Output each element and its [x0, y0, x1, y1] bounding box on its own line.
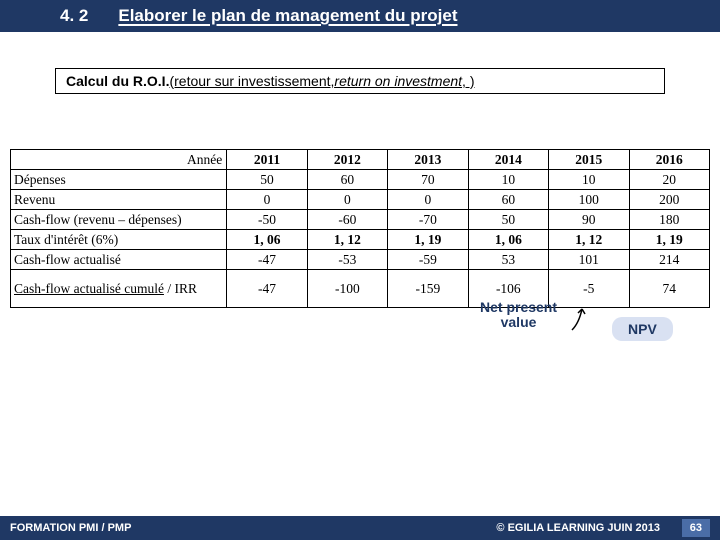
- arrow-icon: [568, 303, 590, 333]
- table-row: Cash-flow (revenu – dépenses)-50-60-7050…: [11, 210, 710, 230]
- row-label: Cash-flow (revenu – dépenses): [11, 210, 227, 230]
- cell: 214: [629, 250, 710, 270]
- table-row: Revenu00060100200: [11, 190, 710, 210]
- cell: 101: [549, 250, 629, 270]
- cell: 0: [307, 190, 387, 210]
- subtitle-italic: return on investment: [334, 73, 462, 89]
- row-label: Dépenses: [11, 170, 227, 190]
- cell: 200: [629, 190, 710, 210]
- cell: 20: [629, 170, 710, 190]
- cell: -5: [549, 270, 629, 308]
- row-label: Cash-flow actualisé: [11, 250, 227, 270]
- cell: -159: [388, 270, 468, 308]
- cell: -53: [307, 250, 387, 270]
- cell: -100: [307, 270, 387, 308]
- npv-line2: value: [480, 315, 557, 330]
- cell: 100: [549, 190, 629, 210]
- table-row: Cash-flow actualisé-47-53-5953101214: [11, 250, 710, 270]
- cell: 1, 06: [227, 230, 307, 250]
- cell: 60: [307, 170, 387, 190]
- cell: -60: [307, 210, 387, 230]
- cell: 0: [388, 190, 468, 210]
- cell: 10: [549, 170, 629, 190]
- table-row: Taux d'intérêt (6%)1, 061, 121, 191, 061…: [11, 230, 710, 250]
- cell: 180: [629, 210, 710, 230]
- cell: 1, 12: [307, 230, 387, 250]
- cell: -47: [227, 250, 307, 270]
- section-number: 4. 2: [60, 6, 88, 26]
- cell: -50: [227, 210, 307, 230]
- cell: 60: [468, 190, 548, 210]
- corner-cell: Année: [11, 150, 227, 170]
- npv-badge: NPV: [612, 317, 673, 341]
- subtitle-bold: Calcul du R.O.I.: [66, 73, 169, 89]
- year-col: 2016: [629, 150, 710, 170]
- year-col: 2013: [388, 150, 468, 170]
- cell: 1, 06: [468, 230, 548, 250]
- cell: 53: [468, 250, 548, 270]
- cell: 10: [468, 170, 548, 190]
- year-col: 2015: [549, 150, 629, 170]
- footer-bar: FORMATION PMI / PMP © EGILIA LEARNING JU…: [0, 516, 720, 540]
- cell: 1, 19: [629, 230, 710, 250]
- subtitle-end: , ): [462, 73, 474, 89]
- row-label: Revenu: [11, 190, 227, 210]
- roi-table: Année 2011 2012 2013 2014 2015 2016 Dépe…: [10, 149, 710, 308]
- subtitle-mid: (retour sur investissement,: [169, 73, 334, 89]
- cell: 74: [629, 270, 710, 308]
- slide-title: Elaborer le plan de management du projet: [118, 6, 457, 26]
- cell: 50: [227, 170, 307, 190]
- cell: 70: [388, 170, 468, 190]
- footer-copyright: © EGILIA LEARNING JUIN 2013: [496, 522, 660, 534]
- cell: -47: [227, 270, 307, 308]
- row-label: Taux d'intérêt (6%): [11, 230, 227, 250]
- cell: 1, 19: [388, 230, 468, 250]
- table-row: Cash-flow actualisé cumulé / IRR-47-100-…: [11, 270, 710, 308]
- cell: 0: [227, 190, 307, 210]
- table-header-row: Année 2011 2012 2013 2014 2015 2016: [11, 150, 710, 170]
- year-col: 2011: [227, 150, 307, 170]
- year-col: 2012: [307, 150, 387, 170]
- cell: 90: [549, 210, 629, 230]
- npv-line1: Net present: [480, 300, 557, 315]
- cell: -59: [388, 250, 468, 270]
- year-col: 2014: [468, 150, 548, 170]
- cell: 50: [468, 210, 548, 230]
- cell: 1, 12: [549, 230, 629, 250]
- cell: -70: [388, 210, 468, 230]
- page-number: 63: [682, 519, 710, 537]
- npv-label: Net present value: [480, 300, 557, 331]
- row-label: Cash-flow actualisé cumulé / IRR: [11, 270, 227, 308]
- subtitle-box: Calcul du R.O.I. (retour sur investissem…: [55, 68, 665, 94]
- table-row: Dépenses506070101020: [11, 170, 710, 190]
- slide-header: 4. 2 Elaborer le plan de management du p…: [0, 0, 720, 32]
- footer-left: FORMATION PMI / PMP: [10, 522, 131, 534]
